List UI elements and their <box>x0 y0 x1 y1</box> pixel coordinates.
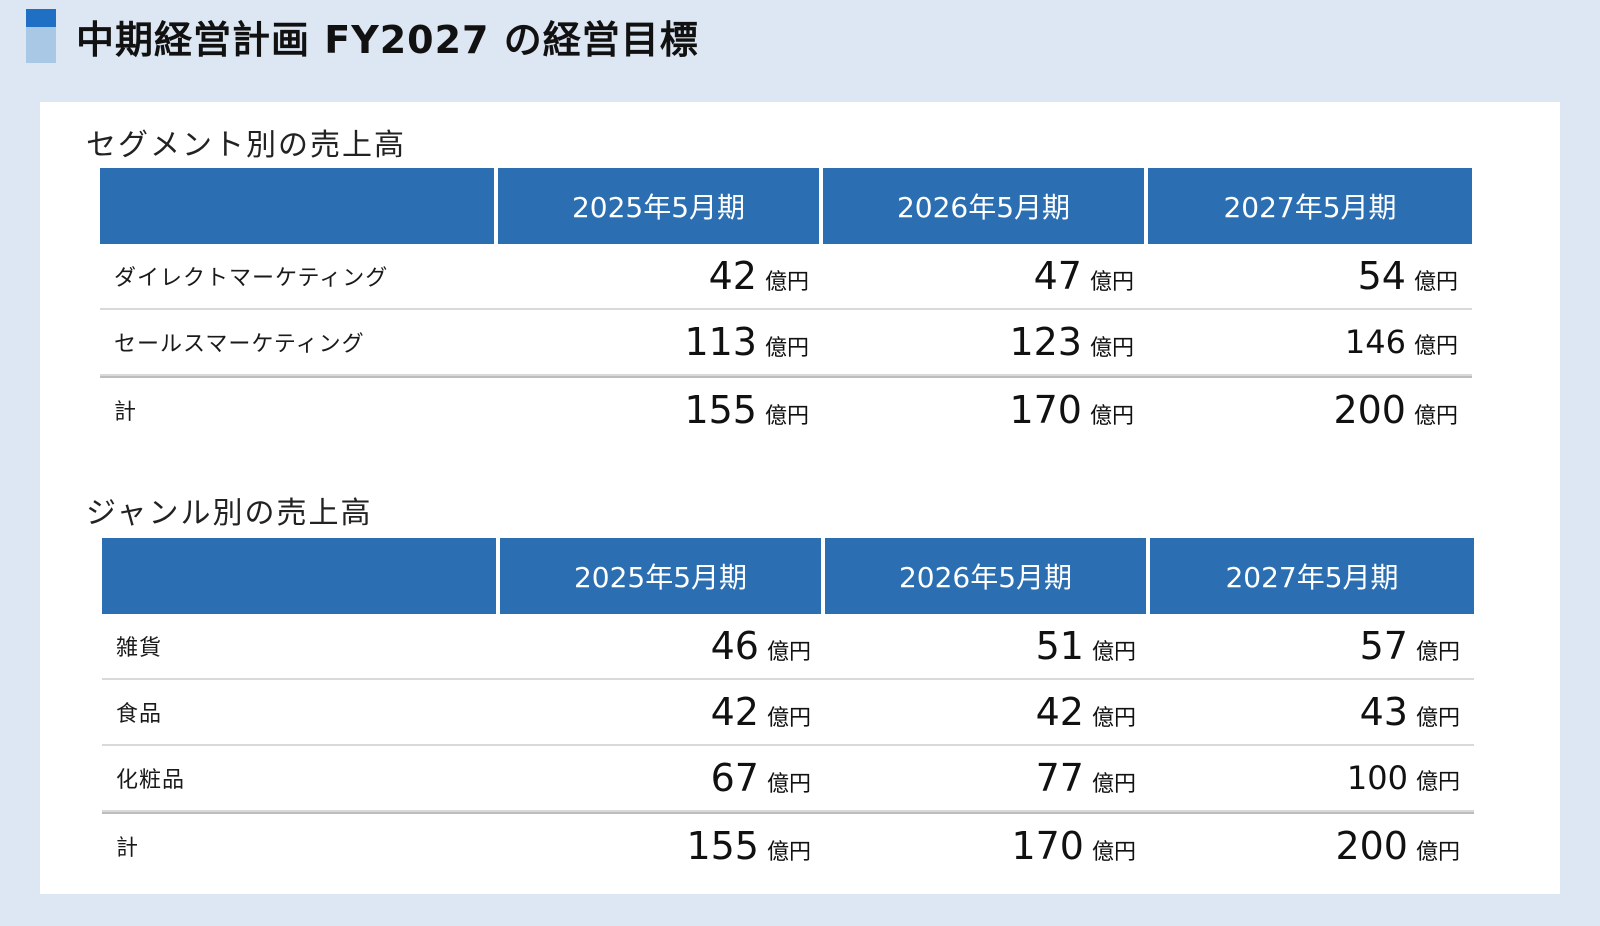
value-cell: 155 億円 <box>500 812 825 878</box>
value-cell: 42 億円 <box>825 680 1150 746</box>
column-header: 2026年5月期 <box>825 538 1150 614</box>
value-number: 43 <box>1359 690 1408 734</box>
page-header: 中期経営計画 FY2027 の経営目標 <box>26 6 699 66</box>
value-unit: 億円 <box>1089 336 1134 361</box>
title-marker-icon <box>26 9 56 63</box>
genre-section-title: ジャンル別の売上高 <box>86 496 373 531</box>
value-cell: 57 億円 <box>1150 614 1474 680</box>
value-number: 57 <box>1359 624 1408 668</box>
value-cell: 200 億円 <box>1150 812 1474 878</box>
row-label: ダイレクトマーケティング <box>100 244 498 310</box>
value-cell: 54 億円 <box>1148 244 1472 310</box>
column-header: 2027年5月期 <box>1150 538 1474 614</box>
value-unit: 億円 <box>1413 270 1458 295</box>
value-number: 42 <box>708 254 757 298</box>
value-cell: 155 億円 <box>498 376 823 442</box>
value-unit: 億円 <box>1091 706 1136 731</box>
value-number: 47 <box>1033 254 1082 298</box>
column-header: 2025年5月期 <box>500 538 825 614</box>
column-header: 2027年5月期 <box>1148 168 1472 244</box>
value-unit: 億円 <box>1413 334 1458 359</box>
value-number: 51 <box>1035 624 1084 668</box>
table-row: セールスマーケティング 113 億円 123 億円 146 億円 <box>100 310 1472 376</box>
value-cell: 77 億円 <box>825 746 1150 812</box>
total-row: 計 155 億円 170 億円 200 億円 <box>102 812 1474 878</box>
row-label: 化粧品 <box>102 746 500 812</box>
genre-sales-table: 2025年5月期 2026年5月期 2027年5月期 雑貨 46 億円 51 億円 57 億… <box>102 538 1474 878</box>
value-unit: 億円 <box>766 706 811 731</box>
value-unit: 億円 <box>1091 840 1136 865</box>
row-label: 計 <box>100 376 498 442</box>
value-unit: 億円 <box>1413 404 1458 429</box>
value-number: 42 <box>1035 690 1084 734</box>
value-unit: 億円 <box>764 404 809 429</box>
value-number: 200 <box>1335 824 1408 868</box>
content-panel: セグメント別の売上高 2025年5月期 2026年5月期 2027年5月期 ダイ… <box>40 102 1560 894</box>
value-number: 113 <box>684 320 757 364</box>
value-number: 155 <box>686 824 759 868</box>
row-label: 食品 <box>102 680 500 746</box>
row-label: 計 <box>102 812 500 878</box>
table-header-row: 2025年5月期 2026年5月期 2027年5月期 <box>100 168 1472 244</box>
value-cell: 47 億円 <box>823 244 1148 310</box>
value-cell: 42 億円 <box>500 680 825 746</box>
value-unit: 億円 <box>1415 770 1460 795</box>
column-header: 2026年5月期 <box>823 168 1148 244</box>
value-unit: 億円 <box>1091 772 1136 797</box>
row-label: セールスマーケティング <box>100 310 498 376</box>
value-number: 146 <box>1344 323 1406 361</box>
value-cell: 123 億円 <box>823 310 1148 376</box>
value-number: 170 <box>1011 824 1084 868</box>
row-label: 雑貨 <box>102 614 500 680</box>
value-number: 123 <box>1009 320 1082 364</box>
value-cell: 200 億円 <box>1148 376 1472 442</box>
value-number: 67 <box>710 756 759 800</box>
value-number: 54 <box>1357 254 1406 298</box>
value-cell: 43 億円 <box>1150 680 1474 746</box>
value-unit: 億円 <box>764 270 809 295</box>
value-cell: 42 億円 <box>498 244 823 310</box>
value-unit: 億円 <box>1089 404 1134 429</box>
value-unit: 億円 <box>766 640 811 665</box>
segment-section-title: セグメント別の売上高 <box>86 128 406 163</box>
value-unit: 億円 <box>1415 840 1460 865</box>
table-header-row: 2025年5月期 2026年5月期 2027年5月期 <box>102 538 1474 614</box>
value-unit: 億円 <box>1415 706 1460 731</box>
value-number: 77 <box>1035 756 1084 800</box>
value-unit: 億円 <box>766 772 811 797</box>
value-cell: 170 億円 <box>823 376 1148 442</box>
table-row: 化粧品 67 億円 77 億円 100 億円 <box>102 746 1474 812</box>
column-header: 2025年5月期 <box>498 168 823 244</box>
header-corner-cell <box>100 168 498 244</box>
header-corner-cell <box>102 538 500 614</box>
value-cell: 113 億円 <box>498 310 823 376</box>
value-unit: 億円 <box>764 336 809 361</box>
table-row: 食品 42 億円 42 億円 43 億円 <box>102 680 1474 746</box>
value-cell: 170 億円 <box>825 812 1150 878</box>
value-cell: 67 億円 <box>500 746 825 812</box>
total-row: 計 155 億円 170 億円 200 億円 <box>100 376 1472 442</box>
table-row: ダイレクトマーケティング 42 億円 47 億円 54 億円 <box>100 244 1472 310</box>
value-unit: 億円 <box>1091 640 1136 665</box>
value-number: 46 <box>710 624 759 668</box>
value-unit: 億円 <box>1415 640 1460 665</box>
value-number: 155 <box>684 388 757 432</box>
segment-sales-table: 2025年5月期 2026年5月期 2027年5月期 ダイレクトマーケティング 4… <box>100 168 1472 442</box>
value-number: 170 <box>1009 388 1082 432</box>
value-number: 200 <box>1333 388 1406 432</box>
value-unit: 億円 <box>766 840 811 865</box>
table-row: 雑貨 46 億円 51 億円 57 億円 <box>102 614 1474 680</box>
page-title: 中期経営計画 FY2027 の経営目標 <box>76 17 699 62</box>
value-cell: 46 億円 <box>500 614 825 680</box>
value-number: 100 <box>1346 759 1408 797</box>
value-cell: 100 億円 <box>1150 746 1474 812</box>
value-cell: 146 億円 <box>1148 310 1472 376</box>
value-cell: 51 億円 <box>825 614 1150 680</box>
value-number: 42 <box>710 690 759 734</box>
value-unit: 億円 <box>1089 270 1134 295</box>
